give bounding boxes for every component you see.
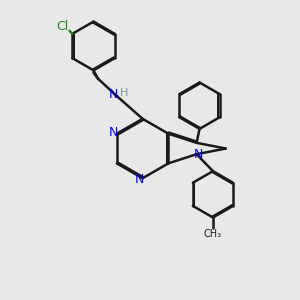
Text: N: N [109, 88, 119, 100]
Text: CH₃: CH₃ [204, 230, 222, 239]
Text: N: N [134, 173, 144, 186]
Text: H: H [120, 88, 128, 98]
Text: N: N [194, 148, 203, 161]
Text: Cl: Cl [56, 20, 68, 33]
Text: N: N [109, 126, 118, 139]
